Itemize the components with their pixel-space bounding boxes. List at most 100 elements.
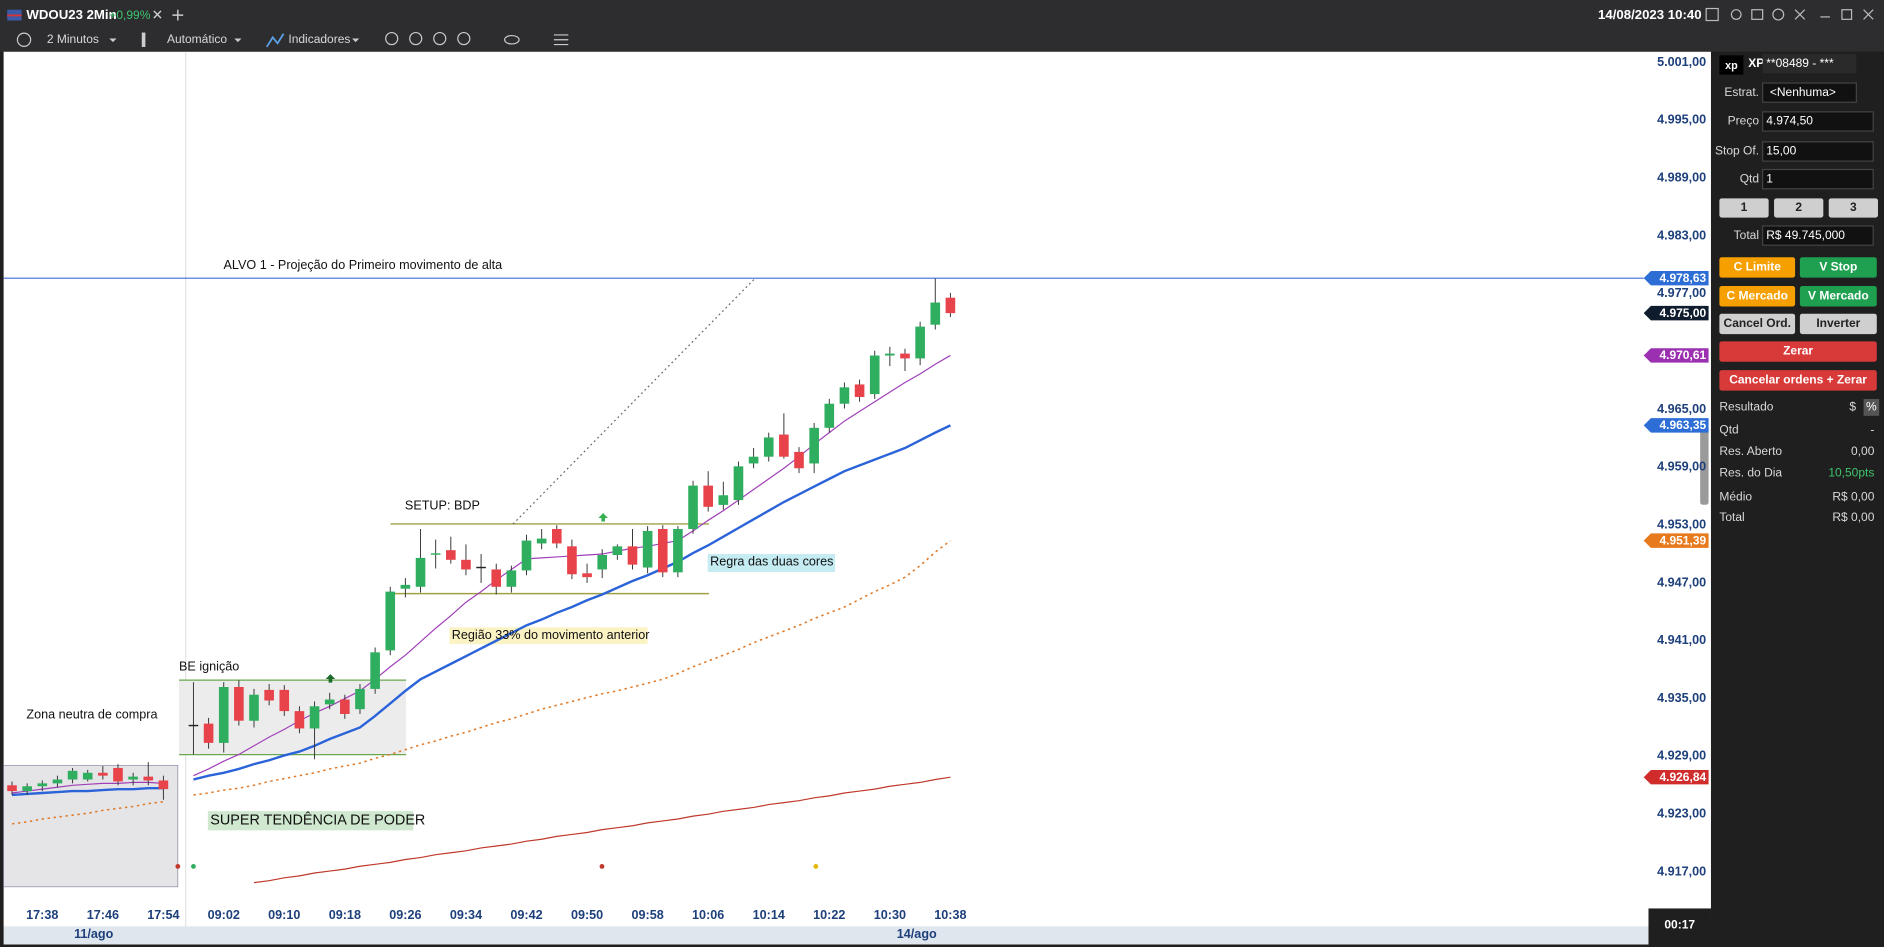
label: <Nenhuma> — [1770, 85, 1836, 99]
candle-body — [294, 711, 305, 729]
price-tag-label: 4.951,39 — [1659, 533, 1706, 547]
new-tab[interactable] — [172, 9, 184, 21]
close-tab[interactable] — [153, 10, 162, 19]
order-button[interactable] — [1799, 257, 1877, 278]
price-tag — [1643, 418, 1709, 433]
indicators-icon[interactable] — [265, 33, 285, 48]
candle-body — [158, 780, 169, 790]
arrow-up — [598, 513, 608, 522]
candle-body — [82, 772, 93, 780]
input[interactable] — [1762, 141, 1874, 162]
label: Médio — [1719, 490, 1752, 504]
price-tag — [1643, 533, 1709, 548]
x-tick-label: 09:50 — [571, 908, 603, 922]
account-select[interactable] — [1762, 54, 1857, 74]
interval[interactable]: 2 Minutos — [47, 32, 99, 46]
indicator-line — [253, 776, 951, 884]
candle-body — [612, 546, 623, 555]
qty-button[interactable] — [1828, 198, 1878, 218]
label: R$ 0,00 — [1832, 490, 1874, 504]
candle-body — [642, 530, 653, 568]
order-button[interactable] — [1799, 286, 1877, 307]
flag-stripe — [7, 14, 22, 17]
candle-body — [7, 785, 17, 792]
candle-body — [446, 550, 456, 560]
scrollbar[interactable] — [1700, 426, 1709, 505]
candle-body — [915, 326, 925, 359]
label: C Mercado — [1727, 288, 1788, 302]
x-tick-label: 10:30 — [874, 908, 906, 922]
order-button[interactable] — [1799, 313, 1877, 335]
scale[interactable]: Automático — [167, 32, 227, 46]
y-tick-label: 4.941,00 — [1657, 633, 1706, 647]
candle-body — [355, 688, 365, 710]
caret — [109, 38, 117, 43]
y-tick-label: 4.965,00 — [1657, 402, 1706, 416]
x-tick-label: 09:02 — [208, 908, 240, 922]
label: % — [1866, 400, 1877, 414]
interval-icon[interactable] — [16, 32, 32, 47]
x-tick-label: 17:38 — [26, 908, 58, 922]
input[interactable] — [1762, 111, 1874, 132]
label: Zerar — [1783, 344, 1813, 358]
candle-body — [461, 559, 471, 570]
input[interactable] — [1762, 168, 1874, 190]
candle-body — [430, 553, 441, 555]
candle-body — [748, 456, 759, 464]
candle-body — [703, 485, 713, 507]
strategy-select[interactable] — [1762, 82, 1857, 103]
indicators[interactable]: Indicadores — [288, 32, 350, 46]
candle-body — [779, 434, 789, 457]
indicator-line — [193, 540, 951, 796]
caret — [234, 38, 242, 43]
plot — [3, 277, 1644, 884]
order-button[interactable] — [1719, 341, 1877, 362]
order-button[interactable] — [1719, 370, 1877, 391]
datetime: 14/08/2023 10:40 — [1598, 7, 1702, 22]
order-button[interactable] — [1719, 257, 1796, 278]
x-tick-label: 10:14 — [753, 908, 785, 922]
qty-button[interactable] — [1719, 198, 1769, 218]
trend-badge — [207, 811, 414, 831]
toolbar — [0, 28, 1884, 52]
candle-body — [128, 776, 138, 780]
label: Cancel Ord. — [1724, 316, 1791, 330]
candle-body — [415, 557, 426, 587]
candle-body — [264, 689, 274, 701]
candle-body — [67, 770, 78, 780]
percent-toggle[interactable] — [1863, 399, 1880, 416]
candle-body — [476, 566, 486, 569]
label: Res. Aberto — [1719, 444, 1782, 458]
candle-body — [945, 297, 956, 314]
annotation: BE ignição — [179, 659, 239, 673]
zoom-icons[interactable] — [385, 31, 569, 46]
price-tag — [1643, 270, 1709, 286]
x-tick-label: 09:18 — [329, 908, 361, 922]
candle-body — [340, 699, 350, 714]
candle-body — [218, 687, 229, 743]
indicator-line — [11, 786, 164, 797]
chart-background — [3, 51, 1711, 927]
label: R$ 49.745,000 — [1766, 228, 1845, 242]
scale-icon[interactable] — [141, 32, 146, 47]
date-label: 14/ago — [897, 927, 937, 941]
order-button[interactable] — [1719, 313, 1796, 335]
label: Cancelar ordens + Zerar — [1729, 373, 1867, 387]
label: C Limite — [1734, 260, 1782, 274]
input[interactable] — [1762, 225, 1874, 246]
candle-body — [309, 706, 320, 729]
candle-body — [234, 687, 244, 721]
order-button[interactable] — [1719, 286, 1796, 307]
label: Res. do Dia — [1719, 466, 1782, 480]
y-tick-label: 4.935,00 — [1657, 691, 1706, 705]
candle-body — [900, 353, 910, 359]
window-icons[interactable] — [1705, 7, 1874, 22]
signal-dot — [191, 863, 196, 869]
candle-body — [824, 403, 835, 428]
candle-body — [930, 302, 941, 325]
candle-body — [854, 384, 865, 397]
qty-button[interactable] — [1774, 198, 1824, 218]
indicator-line — [11, 800, 164, 825]
candle-body — [279, 689, 290, 712]
